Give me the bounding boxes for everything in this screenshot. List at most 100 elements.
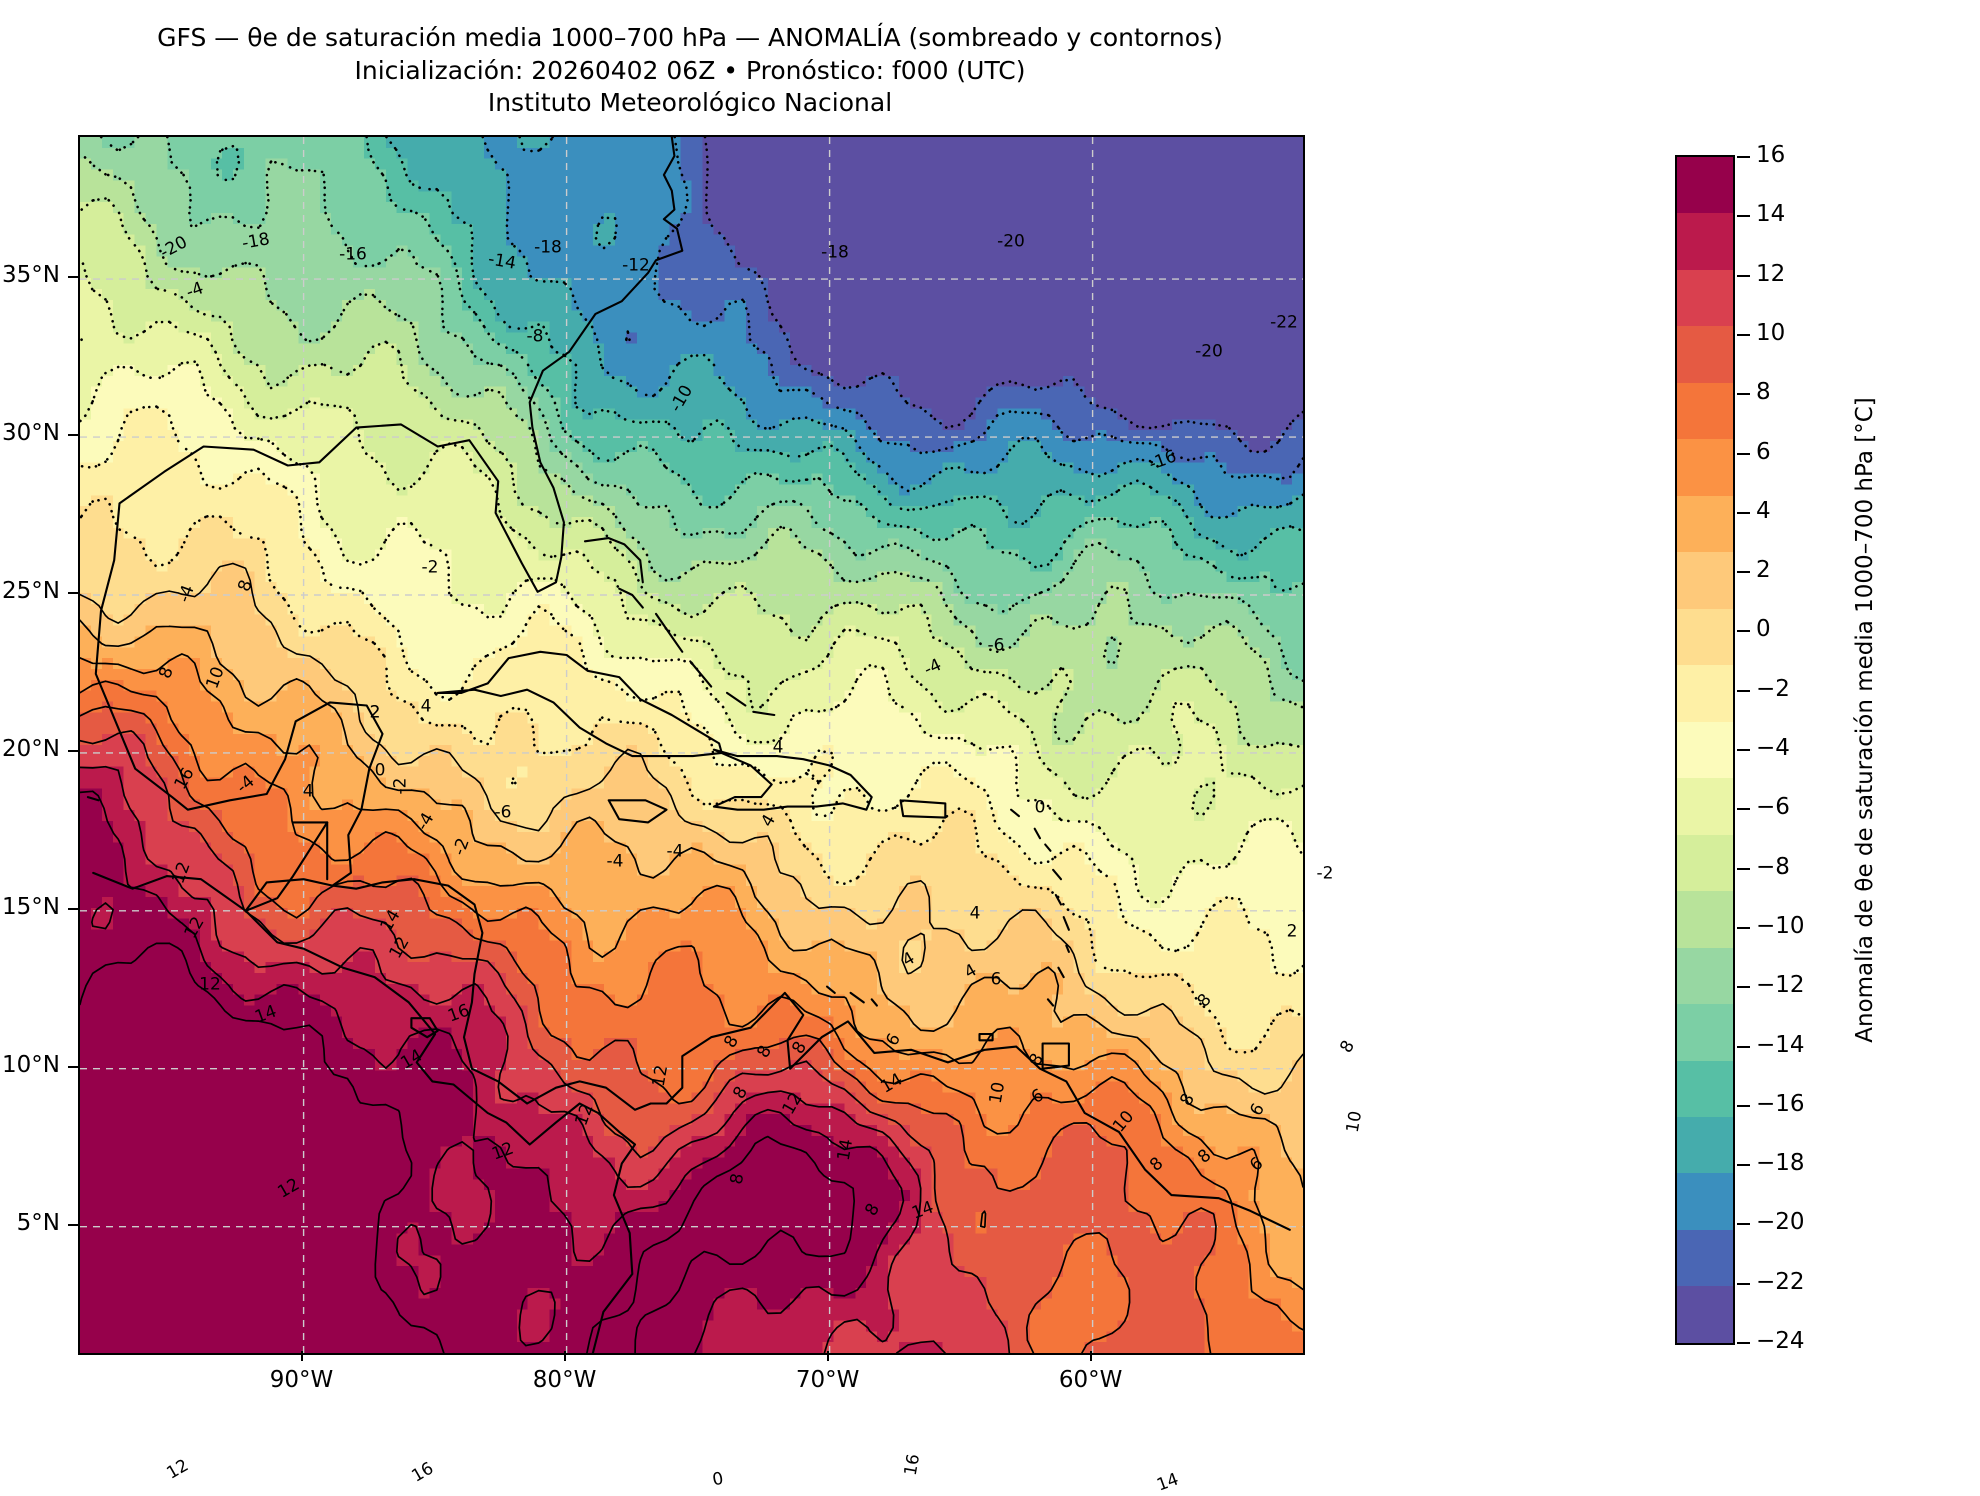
colorbar-swatch xyxy=(1677,722,1733,778)
colorbar-tick-label: −6 xyxy=(1756,794,1790,820)
contour-label: 16 xyxy=(903,1453,923,1477)
figure-canvas: GFS — θe de saturación media 1000–700 hP… xyxy=(0,0,1980,1440)
colorbar-tick-label: 14 xyxy=(1756,201,1785,227)
contour-label: 10 xyxy=(1345,1110,1365,1134)
colorbar-swatch xyxy=(1677,270,1733,326)
colorbar-axis-label: Anomalía de θe de saturación media 1000–… xyxy=(1845,0,1885,1440)
contour-label: 10 xyxy=(988,1081,1008,1105)
contour-label: 16 xyxy=(409,1460,436,1486)
colorbar-swatch xyxy=(1677,383,1733,439)
contour-label: 2 xyxy=(1287,924,1298,941)
colorbar-tick-label: −22 xyxy=(1756,1269,1805,1295)
colorbar-swatch xyxy=(1677,665,1733,721)
contour-label: -18 xyxy=(821,245,849,262)
colorbar-tick-label: 8 xyxy=(1756,379,1771,405)
colorbar-swatch xyxy=(1677,552,1733,608)
colorbar-tick xyxy=(1737,215,1750,217)
colorbar-tick xyxy=(1737,1223,1750,1225)
colorbar-swatch xyxy=(1677,439,1733,495)
colorbar-tick xyxy=(1737,808,1750,810)
x-tick-mark xyxy=(301,1351,303,1361)
contour-label: 8 xyxy=(1338,1038,1358,1056)
y-tick-mark xyxy=(68,592,78,594)
colorbar-tick xyxy=(1737,630,1750,632)
colorbar-tick-label: −2 xyxy=(1756,676,1790,702)
contour-label: 14 xyxy=(1155,1471,1181,1494)
colorbar-tick-label: −8 xyxy=(1756,854,1790,880)
map-axes xyxy=(78,135,1305,1355)
contour-label: -18 xyxy=(534,240,562,257)
contour-label: -14 xyxy=(487,251,517,273)
colorbar-swatch xyxy=(1677,1230,1733,1286)
x-tick-label: 90°W xyxy=(222,1367,382,1393)
colorbar-tick xyxy=(1737,156,1750,158)
y-tick-mark xyxy=(68,276,78,278)
y-tick-label: 15°N xyxy=(0,894,60,920)
colorbar-tick xyxy=(1737,334,1750,336)
x-tick-label: 80°W xyxy=(485,1367,645,1393)
colorbar-tick xyxy=(1737,868,1750,870)
contour-label: -18 xyxy=(241,231,271,253)
chart-title-block: GFS — θe de saturación media 1000–700 hP… xyxy=(0,22,1380,120)
colorbar-tick xyxy=(1737,275,1750,277)
colorbar-tick xyxy=(1737,393,1750,395)
y-tick-label: 35°N xyxy=(0,262,60,288)
colorbar-tick-label: −18 xyxy=(1756,1150,1805,1176)
y-tick-mark xyxy=(68,1224,78,1226)
x-tick-label: 60°W xyxy=(1011,1367,1171,1393)
colorbar-tick-label: −4 xyxy=(1756,735,1790,761)
colorbar-tick xyxy=(1737,927,1750,929)
x-tick-mark xyxy=(827,1351,829,1361)
contour-label: 2 xyxy=(370,705,381,722)
colorbar-tick xyxy=(1737,986,1750,988)
contour-label: 4 xyxy=(773,740,784,757)
colorbar-tick-label: 16 xyxy=(1756,142,1785,168)
colorbar-tick-label: −16 xyxy=(1756,1091,1805,1117)
contour-label: -6 xyxy=(495,805,512,822)
colorbar-tick-label: −12 xyxy=(1756,972,1805,998)
colorbar-tick-label: 6 xyxy=(1756,439,1771,465)
contour-label: -22 xyxy=(1270,315,1298,332)
contour-label: -4 xyxy=(667,844,684,861)
contour-label: 0 xyxy=(711,1471,725,1490)
colorbar-tick-label: 4 xyxy=(1756,498,1771,524)
y-tick-label: 5°N xyxy=(0,1210,60,1236)
coastlines xyxy=(80,137,1303,1353)
contour-label: 12 xyxy=(651,1064,671,1088)
colorbar-tick xyxy=(1737,1046,1750,1048)
colorbar-swatch xyxy=(1677,326,1733,382)
colorbar-swatch xyxy=(1677,835,1733,891)
colorbar-tick xyxy=(1737,1105,1750,1107)
colorbar-tick xyxy=(1737,690,1750,692)
colorbar-tick-label: 10 xyxy=(1756,320,1785,346)
contour-label: 4 xyxy=(303,784,314,801)
contour-label: 14 xyxy=(836,1138,856,1162)
contour-label: -4 xyxy=(607,854,624,871)
y-tick-mark xyxy=(68,1066,78,1068)
x-tick-label: 70°W xyxy=(748,1367,908,1393)
colorbar xyxy=(1675,155,1735,1345)
contour-label: -2 xyxy=(422,560,439,577)
y-tick-label: 20°N xyxy=(0,736,60,762)
colorbar-tick-label: −20 xyxy=(1756,1209,1805,1235)
contour-label: -16 xyxy=(339,247,367,264)
map-field xyxy=(80,137,1303,1353)
colorbar-tick xyxy=(1737,749,1750,751)
colorbar-swatch xyxy=(1677,496,1733,552)
colorbar-swatch xyxy=(1677,1061,1733,1117)
colorbar-swatch xyxy=(1677,157,1733,213)
y-tick-mark xyxy=(68,908,78,910)
contour-label: -8 xyxy=(527,329,544,346)
chart-title-line1: GFS — θe de saturación media 1000–700 hP… xyxy=(0,22,1380,55)
colorbar-swatch xyxy=(1677,1173,1733,1229)
colorbar-swatch xyxy=(1677,1004,1733,1060)
colorbar-tick xyxy=(1737,453,1750,455)
colorbar-tick xyxy=(1737,571,1750,573)
colorbar-axis-label-text: Anomalía de θe de saturación media 1000–… xyxy=(1852,397,1878,1042)
colorbar-tick-label: −24 xyxy=(1756,1328,1805,1354)
colorbar-swatch xyxy=(1677,609,1733,665)
contour-label: 4 xyxy=(421,699,432,716)
colorbar-swatch xyxy=(1677,213,1733,269)
y-tick-label: 30°N xyxy=(0,420,60,446)
y-tick-label: 25°N xyxy=(0,578,60,604)
